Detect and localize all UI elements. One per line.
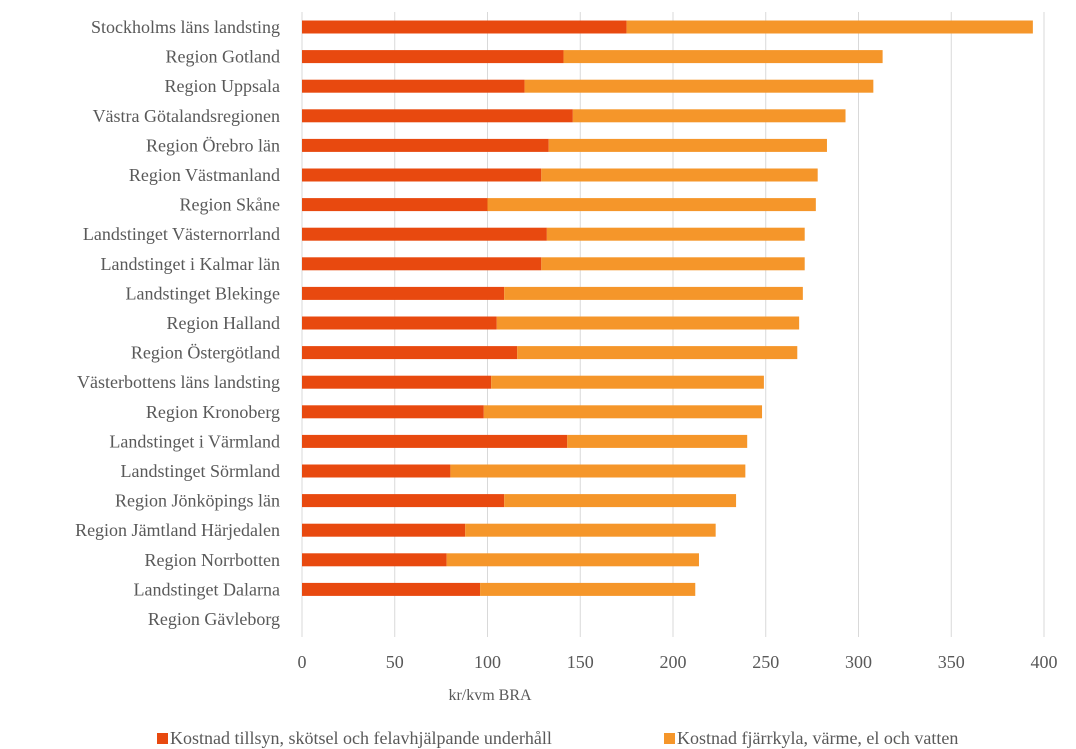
bar-region-vastmanland-series-1 — [541, 168, 818, 182]
x-tick-label-350: 350 — [938, 652, 965, 672]
category-label-region-uppsala: Region Uppsala — [165, 76, 280, 96]
bars — [302, 20, 1033, 596]
bar-region-orebro-lan-series-0 — [302, 138, 549, 152]
category-label-region-gotland: Region Gotland — [166, 47, 281, 67]
x-tick-label-100: 100 — [474, 652, 501, 672]
bar-region-ostergotland-series-0 — [302, 346, 518, 360]
legend-label-fjarrkyla: Kostnad fjärrkyla, värme, el och vatten — [677, 728, 958, 748]
x-tick-label-300: 300 — [845, 652, 872, 672]
bar-region-halland-series-1 — [496, 316, 800, 330]
bar-landstinget-i-kalmar-lan-series-0 — [302, 257, 542, 271]
category-label-region-orebro-lan: Region Örebro län — [146, 135, 280, 155]
legend: Kostnad tillsyn, skötsel och felavhjälpa… — [157, 728, 958, 748]
x-tick-label-250: 250 — [752, 652, 779, 672]
category-label-landstinget-vasternorrland: Landstinget Västernorrland — [83, 224, 280, 244]
category-label-vastra-gotalandsregionen: Västra Götalandsregionen — [93, 106, 280, 126]
category-label-region-vastmanland: Region Västmanland — [129, 165, 280, 185]
category-label-region-norrbotten: Region Norrbotten — [145, 550, 280, 570]
category-labels: Stockholms läns landsting Region Gotland R… — [75, 17, 280, 629]
bar-landstinget-dalarna-series-0 — [302, 582, 481, 596]
bar-region-norrbotten-series-0 — [302, 553, 447, 567]
legend-swatch-tillsyn — [157, 733, 168, 744]
bar-vastra-gotalandsregionen-series-1 — [572, 109, 846, 123]
legend-label-tillsyn: Kostnad tillsyn, skötsel och felavhjälpa… — [170, 728, 552, 748]
bar-region-orebro-lan-series-1 — [548, 138, 827, 152]
bar-region-kronoberg-series-1 — [483, 405, 763, 419]
bar-vasterbottens-lans-landsting-series-1 — [491, 375, 764, 389]
x-tick-label-50: 50 — [386, 652, 404, 672]
category-label-stockholms-lans-landsting: Stockholms läns landsting — [91, 17, 280, 37]
bar-landstinget-sormland-series-1 — [450, 464, 746, 478]
category-label-landstinget-dalarna: Landstinget Dalarna — [134, 579, 280, 599]
bar-region-skane-series-0 — [302, 198, 488, 212]
bar-region-gotland-series-1 — [563, 50, 883, 64]
category-label-region-ostergotland: Region Östergötland — [131, 343, 280, 363]
bar-landstinget-sormland-series-0 — [302, 464, 451, 478]
category-label-region-halland: Region Halland — [167, 313, 280, 333]
bar-region-norrbotten-series-1 — [446, 553, 699, 567]
x-axis-label: kr/kvm BRA — [448, 687, 532, 704]
bar-region-halland-series-0 — [302, 316, 497, 330]
bar-vasterbottens-lans-landsting-series-0 — [302, 375, 492, 389]
category-label-region-skane: Region Skåne — [180, 195, 281, 215]
bar-landstinget-i-varmland-series-1 — [567, 434, 748, 448]
bar-region-jonkopings-lan-series-1 — [504, 494, 737, 508]
bar-stockholms-lans-landsting-series-1 — [626, 20, 1033, 34]
bar-region-uppsala-series-0 — [302, 79, 525, 93]
bar-region-jamtland-harjedalen-series-1 — [465, 523, 716, 537]
category-label-landstinget-blekinge: Landstinget Blekinge — [126, 283, 280, 303]
bar-vastra-gotalandsregionen-series-0 — [302, 109, 573, 123]
category-label-landstinget-i-varmland: Landstinget i Värmland — [109, 431, 280, 451]
bar-landstinget-blekinge-series-1 — [504, 286, 803, 300]
bar-region-vastmanland-series-0 — [302, 168, 542, 182]
category-label-region-jonkopings-lan: Region Jönköpings län — [115, 491, 280, 511]
category-label-vasterbottens-lans-landsting: Västerbottens läns landsting — [77, 372, 280, 392]
x-tick-label-150: 150 — [567, 652, 594, 672]
bar-landstinget-vasternorrland-series-0 — [302, 227, 547, 241]
x-tick-labels: 0 50 100 150 200 250 300 350 400 — [298, 652, 1058, 672]
category-label-region-kronoberg: Region Kronoberg — [146, 402, 280, 422]
category-label-region-jamtland-harjedalen: Region Jämtland Härjedalen — [75, 520, 280, 540]
bar-landstinget-dalarna-series-1 — [480, 582, 696, 596]
x-tick-label-400: 400 — [1031, 652, 1058, 672]
category-label-landstinget-i-kalmar-lan: Landstinget i Kalmar län — [101, 254, 280, 274]
bar-landstinget-blekinge-series-0 — [302, 286, 505, 300]
category-label-region-gavleborg: Region Gävleborg — [148, 609, 280, 629]
bar-landstinget-vasternorrland-series-1 — [546, 227, 805, 241]
x-tick-label-0: 0 — [298, 652, 307, 672]
bar-stockholms-lans-landsting-series-0 — [302, 20, 627, 34]
bar-region-uppsala-series-1 — [524, 79, 874, 93]
bar-region-skane-series-1 — [487, 198, 816, 212]
bar-landstinget-i-kalmar-lan-series-1 — [541, 257, 805, 271]
bar-region-jamtland-harjedalen-series-0 — [302, 523, 466, 537]
category-label-landstinget-sormland: Landstinget Sörmland — [121, 461, 280, 481]
bar-region-jonkopings-lan-series-0 — [302, 494, 505, 508]
x-tick-label-200: 200 — [660, 652, 687, 672]
legend-swatch-fjarrkyla — [664, 733, 675, 744]
bar-landstinget-i-varmland-series-0 — [302, 434, 568, 448]
bar-region-ostergotland-series-1 — [517, 346, 798, 360]
bar-region-kronoberg-series-0 — [302, 405, 484, 419]
bar-region-gotland-series-0 — [302, 50, 564, 64]
